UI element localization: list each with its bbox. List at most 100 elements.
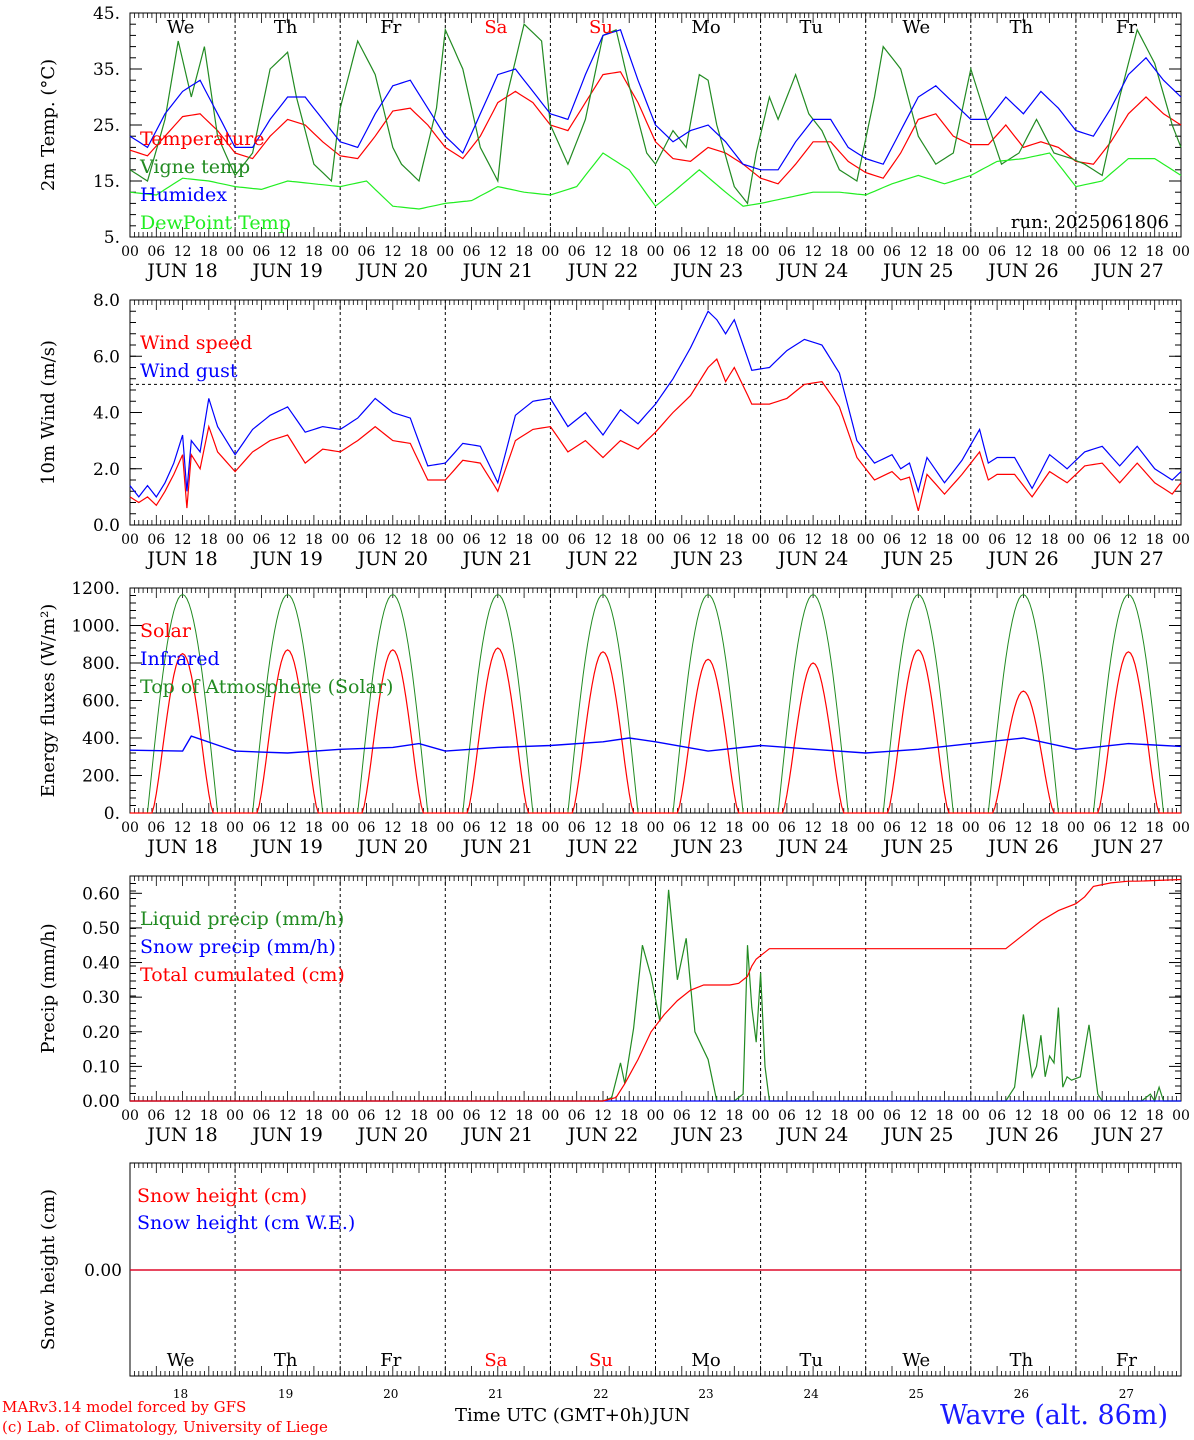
hour-tick-label: 00 — [226, 1108, 244, 1124]
weekday-label: Fr — [380, 17, 401, 38]
hour-tick-label: 18 — [1041, 244, 1059, 260]
weekday-label: Th — [1010, 1350, 1034, 1371]
hour-tick-label: 12 — [384, 244, 402, 260]
hour-tick-label: 00 — [1067, 1108, 1085, 1124]
hour-tick-label: 06 — [463, 820, 481, 836]
date-label: JUN 19 — [250, 1124, 322, 1146]
weekday-label: Fr — [380, 1350, 401, 1371]
weekday-label: Su — [589, 1350, 613, 1371]
legend-snow-height-cm-w-e-: Snow height (cm W.E.) — [137, 1212, 355, 1234]
hour-tick-label: 06 — [147, 532, 165, 548]
hour-tick-label: 18 — [1041, 1108, 1059, 1124]
hour-tick-label: 06 — [358, 820, 376, 836]
hour-tick-label: 06 — [252, 532, 270, 548]
y-tick-label: 400. — [82, 729, 120, 749]
hour-tick-label: 12 — [384, 1108, 402, 1124]
y-axis-title: Energy fluxes (W/m²) — [38, 604, 59, 798]
hour-tick-label: 00 — [226, 532, 244, 548]
hour-tick-label: 12 — [1120, 1108, 1138, 1124]
hour-tick-label: 06 — [673, 1108, 691, 1124]
hour-tick-label: 18 — [936, 244, 954, 260]
hour-tick-label: 00 — [1172, 244, 1190, 260]
date-label: JUN 25 — [881, 836, 953, 858]
hour-tick-label: 18 — [725, 820, 743, 836]
hour-tick-label: 00 — [331, 1108, 349, 1124]
hour-tick-label: 00 — [857, 244, 875, 260]
hour-tick-label: 00 — [541, 820, 559, 836]
panel-energy: 0. 200. 400. 600. 800. 1000. 1200. Energy fluxe… — [38, 579, 1190, 858]
legend-liquid-precip-mm-h-: Liquid precip (mm/h) — [140, 908, 344, 930]
hour-tick-label: 12 — [804, 244, 822, 260]
weekday-label: Tu — [799, 17, 823, 38]
date-label: JUN 25 — [881, 548, 953, 570]
weekday-label: Su — [589, 17, 613, 38]
hour-tick-label: 18 — [305, 244, 323, 260]
y-tick-label: 0.30 — [82, 988, 120, 1008]
hour-tick-label: 00 — [752, 532, 770, 548]
hour-tick-label: 12 — [909, 532, 927, 548]
hour-tick-label: 18 — [620, 532, 638, 548]
y-tick-label: 2.0 — [93, 460, 120, 480]
time-ticks — [129, 300, 1182, 525]
panel-frame — [129, 299, 1182, 526]
hour-tick-label: 18 — [1146, 532, 1164, 548]
time-ticks — [129, 1163, 1182, 1376]
x-axis-month: JUN — [651, 1405, 691, 1426]
hour-tick-label: 06 — [463, 244, 481, 260]
date-label: JUN 18 — [145, 260, 217, 282]
hour-tick-label: 18 — [831, 532, 849, 548]
hour-tick-label: 06 — [1093, 1108, 1111, 1124]
hour-tick-label: 12 — [1014, 820, 1032, 836]
hour-tick-label: 12 — [279, 820, 297, 836]
hour-tick-label: 18 — [200, 820, 218, 836]
hour-tick-label: 12 — [279, 532, 297, 548]
date-label: JUN 18 — [145, 1124, 217, 1146]
hour-tick-label: 18 — [1041, 820, 1059, 836]
hour-tick-label: 12 — [909, 244, 927, 260]
day-number: 19 — [278, 1387, 293, 1401]
date-label: JUN 21 — [461, 260, 533, 282]
x-axis-title: Time UTC (GMT+0h) JUN — [455, 1405, 690, 1426]
hour-tick-label: 06 — [568, 1108, 586, 1124]
hour-tick-label: 18 — [725, 244, 743, 260]
date-label: JUN 23 — [671, 548, 743, 570]
hour-tick-label: 00 — [436, 1108, 454, 1124]
hour-tick-label: 18 — [725, 532, 743, 548]
hour-tick-label: 06 — [673, 532, 691, 548]
hour-tick-label: 06 — [673, 244, 691, 260]
hour-tick-label: 00 — [226, 244, 244, 260]
date-label: JUN 21 — [461, 1124, 533, 1146]
series-dewpoint-temp — [129, 152, 1182, 210]
hour-tick-label: 18 — [515, 244, 533, 260]
y-tick-label: 1000. — [71, 617, 120, 637]
model-credit-2: (c) Lab. of Climatology, University of L… — [2, 1418, 328, 1436]
hour-tick-label: 12 — [489, 532, 507, 548]
day-number: 24 — [804, 1387, 820, 1401]
hour-tick-label: 12 — [594, 244, 612, 260]
hour-tick-label: 06 — [988, 820, 1006, 836]
weekday-label: Mo — [691, 17, 720, 38]
hour-tick-label: 06 — [568, 820, 586, 836]
hour-tick-label: 00 — [752, 1108, 770, 1124]
hour-tick-label: 00 — [962, 1108, 980, 1124]
hour-tick-label: 12 — [174, 1108, 192, 1124]
hour-tick-label: 00 — [1067, 244, 1085, 260]
hour-tick-label: 00 — [857, 1108, 875, 1124]
hour-tick-label: 12 — [804, 1108, 822, 1124]
date-label: JUN 18 — [145, 836, 217, 858]
hour-tick-label: 00 — [541, 532, 559, 548]
day-number: 20 — [383, 1387, 398, 1401]
time-ticks — [129, 588, 1182, 813]
run-label: run: 2025061806 — [1011, 212, 1169, 233]
hour-tick-label: 18 — [936, 532, 954, 548]
hour-tick-label: 12 — [1120, 820, 1138, 836]
hour-tick-label: 00 — [121, 820, 139, 836]
hour-tick-label: 12 — [1014, 532, 1032, 548]
hour-tick-label: 00 — [226, 820, 244, 836]
series-wind-gust — [129, 310, 1182, 498]
hour-tick-label: 06 — [988, 532, 1006, 548]
hour-tick-label: 06 — [147, 244, 165, 260]
legend-solar: Solar — [140, 620, 192, 642]
